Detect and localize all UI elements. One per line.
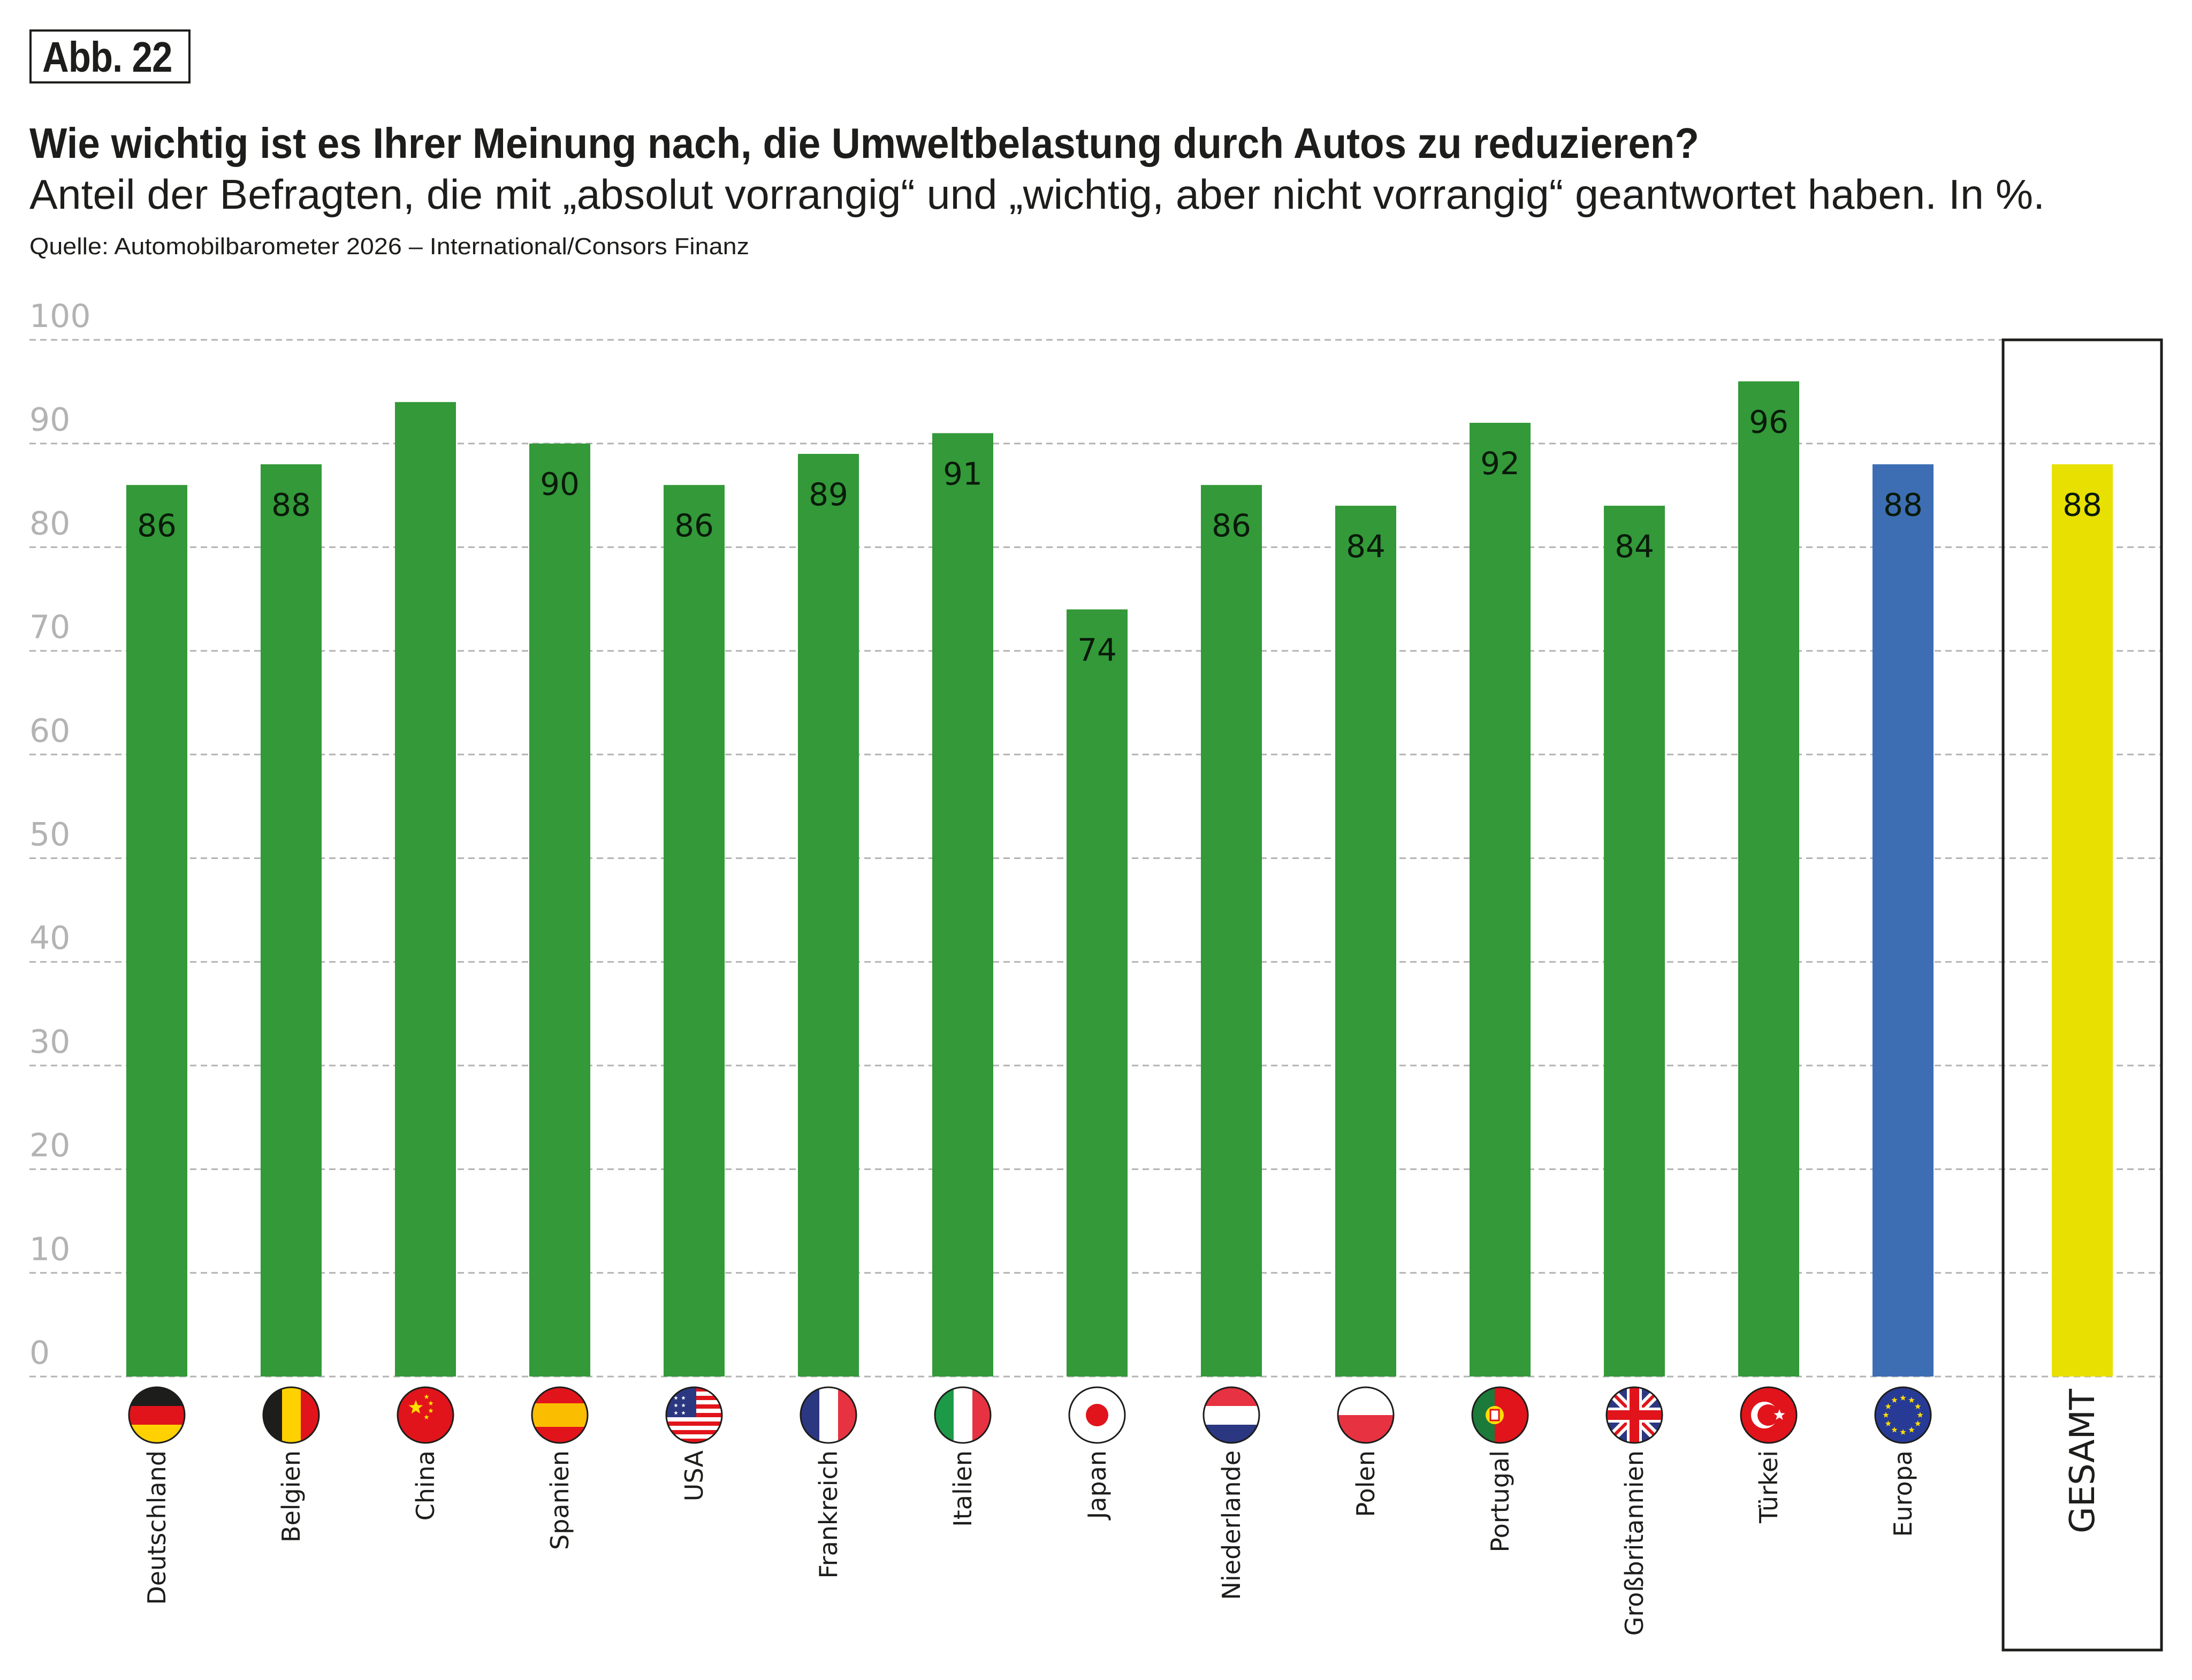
data-label: 86 xyxy=(1212,507,1251,544)
bar-china xyxy=(395,402,456,1377)
bar-türkei xyxy=(1738,381,1799,1377)
x-axis-label: Spanien xyxy=(545,1450,574,1550)
x-axis-label: Italien xyxy=(948,1450,977,1527)
flag-turkey-icon xyxy=(1740,1386,1798,1444)
flag-france-icon xyxy=(800,1386,857,1444)
data-label: 92 xyxy=(1480,445,1520,482)
data-label: 89 xyxy=(809,476,848,513)
data-label: 96 xyxy=(1749,404,1788,440)
bar-usa xyxy=(664,485,725,1377)
data-label: 91 xyxy=(943,455,983,492)
data-label: 88 xyxy=(271,486,311,523)
flag-japan-icon xyxy=(1068,1386,1126,1444)
data-label: 86 xyxy=(137,507,177,544)
flag-portugal-icon xyxy=(1471,1386,1529,1444)
x-axis-label: Japan xyxy=(1083,1450,1112,1521)
total-highlight-box xyxy=(2001,338,2163,1652)
y-tick-label: 0 xyxy=(29,1334,50,1372)
x-axis-label: Polen xyxy=(1351,1450,1380,1517)
bar-großbritannien xyxy=(1604,505,1665,1377)
x-axis-label: Niederlande xyxy=(1217,1450,1246,1600)
bar-europa xyxy=(1873,464,1934,1377)
bar-japan xyxy=(1067,609,1128,1377)
data-labels: 86 88 90 86 89 91 74 86 84 92 84 96 88 88 xyxy=(137,404,2102,668)
figure-label-box: Abb. 22 xyxy=(29,29,191,83)
x-axis-label: USA xyxy=(680,1450,709,1501)
bar-gesamt xyxy=(2052,464,2113,1377)
x-axis-label: Türkei xyxy=(1754,1450,1783,1524)
bar-portugal xyxy=(1470,422,1531,1377)
x-axis-label: GESAMT xyxy=(2063,1388,2103,1533)
bar-italien xyxy=(932,433,993,1377)
x-axis-label: Großbritannien xyxy=(1620,1450,1649,1636)
bars xyxy=(126,381,2113,1377)
bar-frankreich xyxy=(798,454,859,1377)
flag-poland-icon xyxy=(1337,1386,1395,1444)
data-label: 90 xyxy=(540,466,580,503)
gridlines xyxy=(29,339,2161,1378)
x-axis-label: Belgien xyxy=(277,1450,306,1542)
y-tick-label: 50 xyxy=(29,816,70,854)
flag-netherlands-icon xyxy=(1202,1386,1260,1444)
flag-china-icon xyxy=(397,1386,454,1444)
y-tick-label: 20 xyxy=(29,1127,70,1165)
data-label: 88 xyxy=(1883,486,1923,523)
x-axis-label: Frankreich xyxy=(814,1450,843,1578)
y-tick-label: 100 xyxy=(29,298,91,335)
flag-uk-icon xyxy=(1605,1386,1663,1444)
bar-niederlande xyxy=(1201,485,1262,1377)
x-axis-label: Portugal xyxy=(1486,1450,1514,1553)
x-axis-label: Deutschland xyxy=(142,1450,171,1605)
data-label: 84 xyxy=(1615,528,1654,565)
flag-germany-icon xyxy=(128,1386,186,1444)
x-axis-label: China xyxy=(411,1450,440,1521)
data-label: 86 xyxy=(674,507,714,544)
chart-source: Quelle: Automobilbarometer 2026 – Intern… xyxy=(29,233,749,260)
bar-polen xyxy=(1335,505,1396,1377)
y-tick-label: 80 xyxy=(29,505,70,542)
chart-subtitle: Anteil der Befragten, die mit „absolut v… xyxy=(29,171,2045,218)
data-label: 88 xyxy=(2062,486,2102,523)
y-tick-label: 90 xyxy=(29,401,70,439)
data-label: 74 xyxy=(1077,632,1117,668)
y-tick-label: 60 xyxy=(29,712,70,750)
y-tick-label: 30 xyxy=(29,1023,70,1061)
bar-belgien xyxy=(261,464,322,1377)
bar-spanien xyxy=(529,443,590,1377)
flag-spain-icon xyxy=(531,1386,589,1444)
y-tick-label: 70 xyxy=(29,609,70,646)
data-label: 84 xyxy=(1346,528,1386,565)
chart-title: Wie wichtig ist es Ihrer Meinung nach, d… xyxy=(29,119,1699,167)
flag-belgium-icon xyxy=(262,1386,320,1444)
flag-usa-icon xyxy=(665,1386,723,1444)
bar-deutschland xyxy=(126,485,187,1377)
x-axis-labels: Deutschland Belgien China Spanien USA Frankre… xyxy=(142,1388,2103,1636)
y-axis-ticks: 0 10 20 30 40 50 60 70 80 90 100 xyxy=(29,298,91,1372)
flags xyxy=(128,1386,1932,1444)
flag-italy-icon xyxy=(934,1386,992,1444)
figure-label: Abb. 22 xyxy=(42,33,172,81)
y-tick-label: 10 xyxy=(29,1230,70,1268)
x-axis-label: Europa xyxy=(1889,1450,1917,1537)
y-tick-label: 40 xyxy=(29,919,70,957)
flag-eu-icon xyxy=(1874,1386,1932,1444)
